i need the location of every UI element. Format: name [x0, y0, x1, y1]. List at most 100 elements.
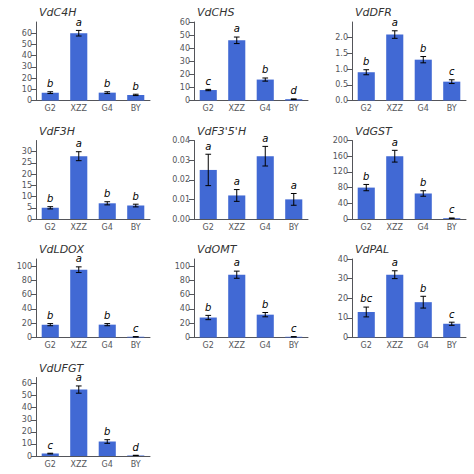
- svg-text:b: b: [104, 78, 110, 89]
- svg-text:20: 20: [180, 319, 190, 328]
- svg-text:15: 15: [22, 181, 32, 190]
- svg-text:80: 80: [338, 183, 348, 192]
- svg-text:0.04: 0.04: [172, 136, 190, 145]
- svg-text:BY: BY: [131, 223, 141, 232]
- svg-text:XZZ: XZZ: [229, 341, 246, 350]
- svg-text:5: 5: [27, 203, 32, 212]
- svg-text:XZZ: XZZ: [229, 223, 246, 232]
- svg-text:BY: BY: [447, 104, 457, 113]
- svg-text:c: c: [449, 66, 455, 77]
- svg-text:c: c: [449, 309, 455, 320]
- svg-text:b: b: [104, 426, 110, 437]
- svg-text:XZZ: XZZ: [387, 341, 404, 350]
- svg-text:40: 40: [338, 199, 348, 208]
- svg-text:G4: G4: [260, 341, 271, 350]
- svg-text:40: 40: [22, 51, 32, 60]
- svg-text:0.01: 0.01: [172, 195, 190, 204]
- svg-text:a: a: [76, 138, 82, 149]
- svg-text:80: 80: [180, 276, 190, 285]
- svg-text:VdLDOX: VdLDOX: [39, 243, 84, 256]
- svg-text:XZZ: XZZ: [71, 104, 88, 113]
- svg-text:30: 30: [22, 62, 32, 71]
- svg-text:a: a: [392, 257, 398, 268]
- svg-text:b: b: [363, 56, 369, 67]
- svg-text:G2: G2: [361, 341, 372, 350]
- svg-text:a: a: [234, 23, 240, 34]
- svg-text:a: a: [392, 17, 398, 28]
- svg-text:b: b: [104, 188, 110, 199]
- svg-text:50: 50: [180, 31, 190, 40]
- svg-text:XZZ: XZZ: [71, 460, 88, 469]
- svg-text:b: b: [420, 283, 426, 294]
- svg-text:80: 80: [22, 276, 32, 285]
- svg-text:BY: BY: [131, 460, 141, 469]
- svg-text:VdF3'5'H: VdF3'5'H: [197, 125, 246, 138]
- svg-text:G2: G2: [203, 341, 214, 350]
- svg-text:G2: G2: [45, 460, 56, 469]
- svg-text:0: 0: [27, 215, 32, 224]
- svg-text:60: 60: [180, 18, 190, 27]
- svg-text:b: b: [47, 193, 53, 204]
- svg-text:60: 60: [22, 290, 32, 299]
- svg-text:b: b: [133, 191, 139, 202]
- svg-text:a: a: [234, 257, 240, 268]
- svg-text:0: 0: [185, 96, 190, 105]
- svg-text:BY: BY: [447, 223, 457, 232]
- svg-text:VdC4H: VdC4H: [39, 6, 76, 19]
- svg-text:30: 30: [22, 415, 32, 424]
- svg-text:c: c: [206, 76, 212, 87]
- svg-text:VdUFGT: VdUFGT: [39, 362, 84, 375]
- svg-text:200: 200: [333, 136, 348, 145]
- svg-text:VdPAL: VdPAL: [355, 243, 389, 256]
- svg-text:c: c: [291, 323, 297, 334]
- svg-text:20: 20: [338, 294, 348, 303]
- svg-text:0.00: 0.00: [172, 215, 190, 224]
- svg-text:G2: G2: [45, 223, 56, 232]
- svg-text:2.0: 2.0: [335, 33, 348, 42]
- svg-text:40: 40: [180, 44, 190, 53]
- svg-text:VdF3H: VdF3H: [39, 125, 75, 138]
- svg-text:b: b: [205, 302, 211, 313]
- svg-text:d: d: [133, 442, 140, 453]
- svg-text:VdOMT: VdOMT: [197, 243, 238, 256]
- svg-text:60: 60: [180, 290, 190, 299]
- svg-text:G2: G2: [203, 223, 214, 232]
- svg-text:G2: G2: [45, 104, 56, 113]
- svg-text:a: a: [234, 176, 240, 187]
- svg-text:0.0: 0.0: [335, 96, 348, 105]
- svg-text:0: 0: [343, 333, 348, 342]
- svg-text:BY: BY: [289, 104, 299, 113]
- svg-text:0.5: 0.5: [335, 80, 348, 89]
- svg-text:G4: G4: [260, 223, 271, 232]
- svg-text:b: b: [420, 177, 426, 188]
- svg-text:0: 0: [27, 96, 32, 105]
- svg-text:G4: G4: [260, 104, 271, 113]
- svg-text:b: b: [262, 64, 268, 75]
- svg-text:50: 50: [22, 391, 32, 400]
- svg-text:1.5: 1.5: [335, 49, 348, 58]
- svg-text:d: d: [291, 85, 298, 96]
- svg-text:VdCHS: VdCHS: [197, 6, 234, 19]
- svg-text:50: 50: [22, 40, 32, 49]
- svg-text:VdDFR: VdDFR: [355, 6, 392, 19]
- svg-text:G2: G2: [361, 104, 372, 113]
- svg-text:a: a: [392, 137, 398, 148]
- svg-text:40: 40: [338, 255, 348, 264]
- svg-text:BY: BY: [131, 341, 141, 350]
- svg-text:a: a: [76, 17, 82, 28]
- svg-text:0.03: 0.03: [172, 156, 190, 165]
- svg-text:G4: G4: [418, 104, 429, 113]
- svg-text:G2: G2: [45, 341, 56, 350]
- svg-text:10: 10: [22, 192, 32, 201]
- svg-text:60: 60: [22, 379, 32, 388]
- svg-text:120: 120: [333, 167, 348, 176]
- svg-text:30: 30: [22, 147, 32, 156]
- svg-text:a: a: [262, 133, 268, 144]
- svg-text:b: b: [104, 310, 110, 321]
- svg-text:1.0: 1.0: [335, 65, 348, 74]
- svg-text:G4: G4: [418, 341, 429, 350]
- svg-text:10: 10: [180, 83, 190, 92]
- svg-text:XZZ: XZZ: [387, 223, 404, 232]
- svg-text:0: 0: [27, 333, 32, 342]
- svg-text:0: 0: [27, 452, 32, 461]
